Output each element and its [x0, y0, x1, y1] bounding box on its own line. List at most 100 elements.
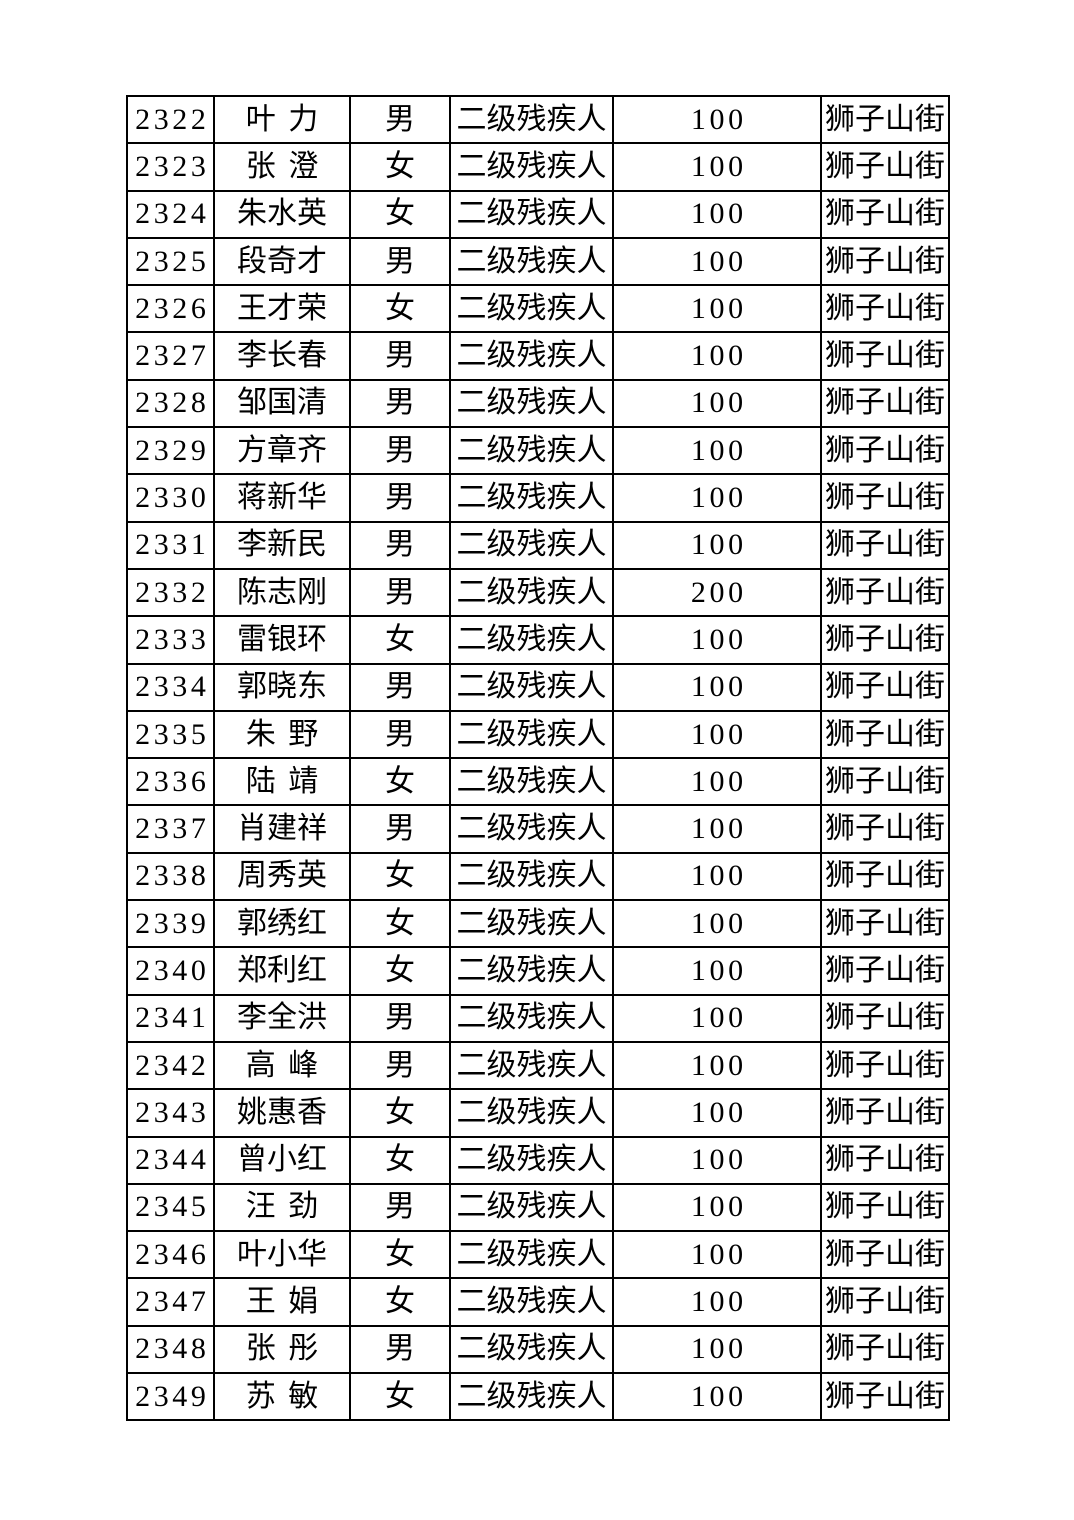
table-row: 2340 郑利红 女 二级残疾人 100 狮子山街	[126, 946, 950, 996]
cell-name: 郭绣红	[213, 899, 351, 949]
cell-amount: 100	[612, 1324, 822, 1375]
cell-serial-number: 2326	[126, 284, 215, 334]
cell-serial-number: 2336	[126, 757, 215, 807]
cell-serial-number: 2337	[126, 804, 215, 854]
cell-gender: 男	[349, 473, 451, 523]
cell-category: 二级残疾人	[449, 189, 614, 239]
table-row: 2345 汪劲 男 二级残疾人 100 狮子山街	[126, 1182, 950, 1233]
cell-category: 二级残疾人	[449, 426, 614, 476]
cell-serial-number: 2332	[126, 567, 215, 618]
cell-category: 二级残疾人	[449, 899, 614, 949]
cell-street: 狮子山街	[820, 946, 950, 996]
cell-street: 狮子山街	[820, 1040, 950, 1091]
cell-amount: 100	[612, 757, 822, 807]
table-row: 2348 张彤 男 二级残疾人 100 狮子山街	[126, 1324, 950, 1375]
table-row: 2346 叶小华 女 二级残疾人 100 狮子山街	[126, 1230, 950, 1280]
cell-amount: 100	[612, 473, 822, 523]
cell-street: 狮子山街	[820, 899, 950, 949]
table-row: 2328 邹国清 男 二级残疾人 100 狮子山街	[126, 378, 950, 429]
cell-gender: 男	[349, 993, 451, 1043]
cell-amount: 100	[612, 331, 822, 381]
cell-amount: 100	[612, 1182, 822, 1233]
cell-name: 郭晓东	[213, 662, 351, 712]
cell-street: 狮子山街	[820, 520, 950, 570]
cell-serial-number: 2348	[126, 1324, 215, 1375]
cell-name: 张彤	[213, 1324, 351, 1375]
cell-name: 李新民	[213, 520, 351, 570]
cell-name: 陆靖	[213, 757, 351, 807]
cell-street: 狮子山街	[820, 142, 950, 192]
table-row: 2333 雷银环 女 二级残疾人 100 狮子山街	[126, 615, 950, 665]
cell-name: 张澄	[213, 142, 351, 192]
cell-amount: 100	[612, 94, 822, 145]
cell-gender: 女	[349, 757, 451, 807]
cell-amount: 100	[612, 804, 822, 854]
cell-serial-number: 2346	[126, 1230, 215, 1280]
cell-serial-number: 2338	[126, 851, 215, 902]
table-row: 2341 李全洪 男 二级残疾人 100 狮子山街	[126, 993, 950, 1043]
cell-serial-number: 2324	[126, 189, 215, 239]
table-row: 2327 李长春 男 二级残疾人 100 狮子山街	[126, 331, 950, 381]
cell-street: 狮子山街	[820, 851, 950, 902]
table-row: 2326 王才荣 女 二级残疾人 100 狮子山街	[126, 284, 950, 334]
cell-name: 陈志刚	[213, 567, 351, 618]
cell-amount: 100	[612, 993, 822, 1043]
cell-street: 狮子山街	[820, 1277, 950, 1327]
cell-street: 狮子山街	[820, 1372, 950, 1422]
cell-category: 二级残疾人	[449, 567, 614, 618]
disability-subsidy-table: 2322 叶力 男 二级残疾人 100 狮子山街 2323 张澄 女 二级残疾人…	[126, 94, 950, 1422]
cell-serial-number: 2334	[126, 662, 215, 712]
table-row: 2336 陆靖 女 二级残疾人 100 狮子山街	[126, 757, 950, 807]
cell-name: 朱水英	[213, 189, 351, 239]
cell-gender: 女	[349, 851, 451, 902]
cell-serial-number: 2325	[126, 236, 215, 287]
cell-category: 二级残疾人	[449, 946, 614, 996]
cell-street: 狮子山街	[820, 426, 950, 476]
table-row: 2335 朱野 男 二级残疾人 100 狮子山街	[126, 709, 950, 760]
cell-category: 二级残疾人	[449, 378, 614, 429]
cell-gender: 女	[349, 1135, 451, 1185]
cell-amount: 100	[612, 1230, 822, 1280]
cell-category: 二级残疾人	[449, 1324, 614, 1375]
cell-category: 二级残疾人	[449, 236, 614, 287]
cell-amount: 100	[612, 1040, 822, 1091]
cell-gender: 男	[349, 1040, 451, 1091]
cell-category: 二级残疾人	[449, 1277, 614, 1327]
cell-serial-number: 2322	[126, 94, 215, 145]
cell-amount: 100	[612, 615, 822, 665]
cell-name: 郑利红	[213, 946, 351, 996]
table-row: 2344 曾小红 女 二级残疾人 100 狮子山街	[126, 1135, 950, 1185]
cell-gender: 女	[349, 142, 451, 192]
cell-category: 二级残疾人	[449, 851, 614, 902]
cell-serial-number: 2328	[126, 378, 215, 429]
cell-serial-number: 2340	[126, 946, 215, 996]
cell-amount: 100	[612, 1135, 822, 1185]
cell-gender: 男	[349, 94, 451, 145]
table-row: 2334 郭晓东 男 二级残疾人 100 狮子山街	[126, 662, 950, 712]
cell-gender: 男	[349, 236, 451, 287]
cell-street: 狮子山街	[820, 1135, 950, 1185]
cell-category: 二级残疾人	[449, 142, 614, 192]
cell-gender: 男	[349, 567, 451, 618]
cell-amount: 100	[612, 1088, 822, 1138]
cell-amount: 100	[612, 851, 822, 902]
cell-amount: 200	[612, 567, 822, 618]
cell-category: 二级残疾人	[449, 284, 614, 334]
cell-street: 狮子山街	[820, 94, 950, 145]
cell-street: 狮子山街	[820, 284, 950, 334]
cell-gender: 女	[349, 1277, 451, 1327]
cell-name: 高峰	[213, 1040, 351, 1091]
cell-street: 狮子山街	[820, 473, 950, 523]
cell-serial-number: 2342	[126, 1040, 215, 1091]
cell-name: 周秀英	[213, 851, 351, 902]
cell-serial-number: 2343	[126, 1088, 215, 1138]
cell-serial-number: 2333	[126, 615, 215, 665]
cell-gender: 男	[349, 1324, 451, 1375]
cell-serial-number: 2344	[126, 1135, 215, 1185]
cell-name: 姚惠香	[213, 1088, 351, 1138]
cell-amount: 100	[612, 284, 822, 334]
cell-street: 狮子山街	[820, 331, 950, 381]
cell-street: 狮子山街	[820, 1324, 950, 1375]
cell-street: 狮子山街	[820, 1088, 950, 1138]
